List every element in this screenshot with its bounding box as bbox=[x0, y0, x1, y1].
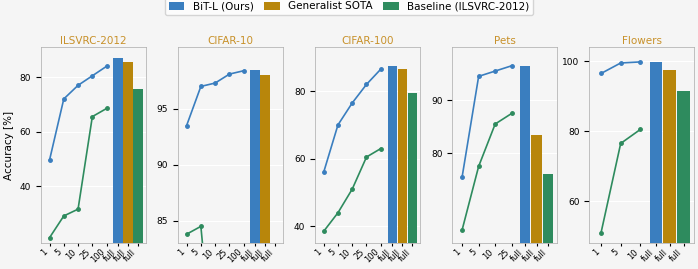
Bar bbox=[270, 243, 280, 269]
Title: ILSVRC-2012: ILSVRC-2012 bbox=[60, 36, 126, 47]
Title: CIFAR-100: CIFAR-100 bbox=[341, 36, 394, 47]
Bar bbox=[387, 66, 397, 243]
Legend: BiT-L (Ours), Generalist SOTA, Baseline (ILSVRC-2012): BiT-L (Ours), Generalist SOTA, Baseline … bbox=[165, 0, 533, 16]
Y-axis label: Accuracy [%]: Accuracy [%] bbox=[4, 111, 14, 180]
Bar bbox=[133, 89, 142, 243]
Bar bbox=[663, 70, 676, 243]
Bar bbox=[113, 58, 123, 243]
Bar bbox=[408, 93, 417, 243]
Bar bbox=[124, 62, 133, 243]
Bar bbox=[531, 134, 542, 243]
Bar bbox=[650, 62, 662, 243]
Bar bbox=[251, 70, 260, 243]
Bar bbox=[519, 66, 530, 243]
Bar bbox=[398, 69, 407, 243]
Bar bbox=[677, 91, 690, 243]
Bar bbox=[260, 75, 269, 243]
Title: CIFAR-10: CIFAR-10 bbox=[207, 36, 253, 47]
Title: Flowers: Flowers bbox=[621, 36, 662, 47]
Bar bbox=[543, 174, 554, 243]
Title: Pets: Pets bbox=[493, 36, 515, 47]
